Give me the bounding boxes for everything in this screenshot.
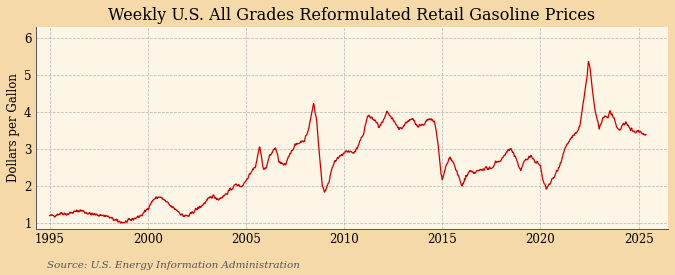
Title: Weekly U.S. All Grades Reformulated Retail Gasoline Prices: Weekly U.S. All Grades Reformulated Reta…	[109, 7, 595, 24]
Y-axis label: Dollars per Gallon: Dollars per Gallon	[7, 73, 20, 182]
Text: Source: U.S. Energy Information Administration: Source: U.S. Energy Information Administ…	[47, 261, 300, 270]
